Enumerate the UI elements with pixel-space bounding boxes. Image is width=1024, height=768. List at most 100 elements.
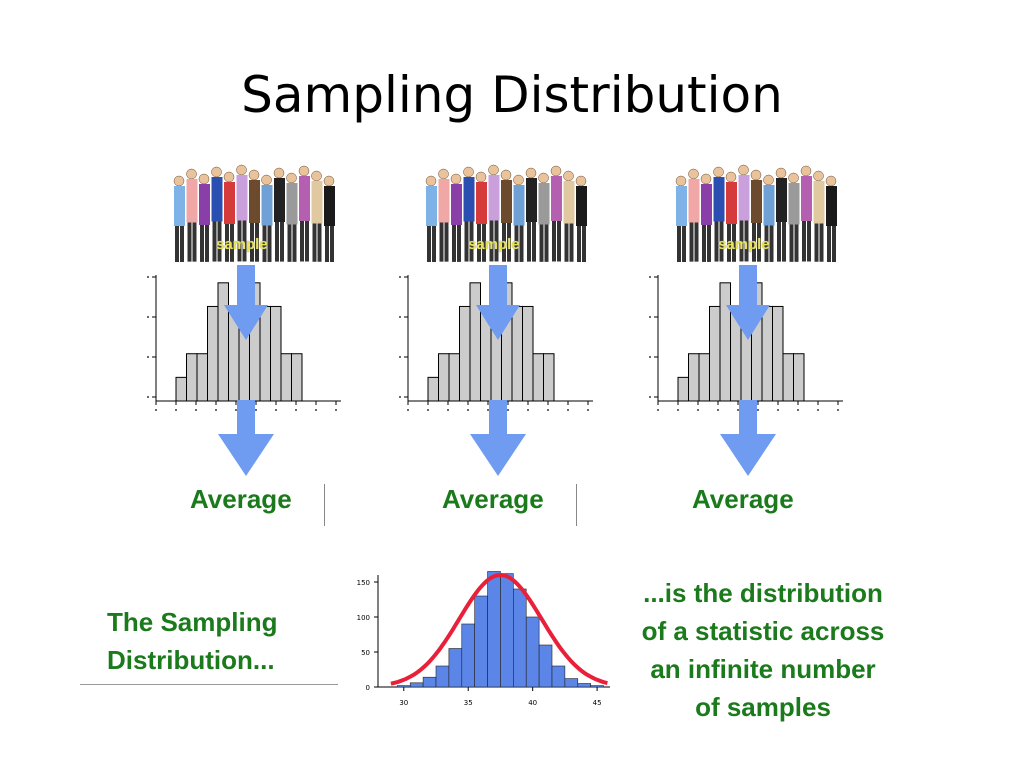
person-figure — [198, 173, 210, 262]
person-figure — [738, 164, 750, 262]
person-figure — [500, 169, 512, 262]
y-tick-mark — [147, 396, 149, 398]
person-figure — [675, 175, 687, 262]
dist-bar — [409, 682, 424, 688]
person-figure — [173, 175, 185, 262]
x-tick-label: 35 — [464, 699, 473, 707]
sample-histogram — [147, 265, 341, 411]
arrow-down-icon — [720, 400, 776, 476]
x-tick-mark — [587, 409, 589, 411]
x-tick-mark — [255, 409, 257, 411]
text-cursor-divider — [576, 484, 577, 526]
hist-bar — [448, 353, 460, 402]
x-tick-mark — [677, 409, 679, 411]
y-tick-mark — [649, 356, 651, 358]
hist-bar — [782, 353, 794, 402]
x-tick-mark — [215, 409, 217, 411]
dist-bar — [590, 685, 604, 688]
person-figure — [186, 168, 198, 262]
y-tick-mark — [147, 316, 149, 318]
arrow-down-icon — [476, 265, 520, 340]
person-figure — [813, 170, 825, 262]
x-tick-mark — [737, 409, 739, 411]
people-group-illustration — [173, 164, 335, 262]
x-tick-mark — [797, 409, 799, 411]
person-figure — [475, 171, 487, 262]
sampling-distribution-chart: 0 50 100 150 30 35 40 45 — [357, 571, 610, 707]
dist-bar — [397, 685, 411, 688]
x-tick-label: 45 — [593, 699, 602, 707]
person-figure — [425, 175, 437, 262]
person-figure — [488, 164, 500, 262]
x-tick-mark — [717, 409, 719, 411]
hist-bar — [543, 353, 555, 402]
person-figure — [438, 168, 450, 262]
dist-bar — [513, 588, 527, 688]
person-figure — [688, 168, 700, 262]
sample-label: sample — [718, 236, 770, 253]
person-figure — [513, 174, 525, 262]
hist-bar — [217, 282, 229, 402]
y-tick-label: 150 — [357, 579, 370, 587]
hist-bar — [772, 305, 784, 402]
x-tick-mark — [195, 409, 197, 411]
divider — [80, 684, 338, 685]
y-tick-mark — [147, 276, 149, 278]
hist-bar — [280, 353, 292, 402]
people-group-illustration — [425, 164, 587, 262]
dist-bar — [487, 571, 501, 688]
arrow-down-icon — [726, 265, 770, 340]
average-label: Average — [442, 484, 544, 514]
definition-line: of samples — [695, 692, 831, 722]
x-tick-mark — [777, 409, 779, 411]
hist-bar — [469, 282, 481, 402]
sampling-label-line: Distribution... — [107, 645, 275, 675]
arrow-down-icon — [224, 265, 268, 340]
y-tick-mark — [399, 316, 401, 318]
y-tick-label: 0 — [366, 684, 370, 692]
hist-bar — [511, 305, 523, 402]
y-tick-mark — [649, 396, 651, 398]
person-figure — [525, 167, 537, 262]
person-figure — [775, 167, 787, 262]
dist-bar — [461, 623, 475, 688]
x-tick-mark — [547, 409, 549, 411]
x-tick-mark — [295, 409, 297, 411]
person-figure — [725, 171, 737, 262]
hist-bar — [532, 353, 544, 402]
x-tick-mark — [527, 409, 529, 411]
hist-bar — [719, 282, 731, 402]
x-tick-mark — [155, 409, 157, 411]
person-figure — [750, 169, 762, 262]
dist-bar — [474, 595, 488, 688]
average-label: Average — [692, 484, 794, 514]
dist-bar — [538, 644, 553, 688]
dist-bar — [577, 683, 591, 688]
y-tick-mark — [399, 276, 401, 278]
average-label: Average — [190, 484, 292, 514]
y-tick-label: 100 — [357, 614, 370, 622]
x-tick-mark — [275, 409, 277, 411]
normal-curve — [390, 573, 608, 686]
x-tick-label: 40 — [528, 699, 537, 707]
hist-bar — [688, 353, 700, 402]
person-figure — [575, 175, 587, 262]
dist-bar — [564, 678, 579, 688]
x-tick-mark — [487, 409, 489, 411]
people-group-illustration — [675, 164, 837, 262]
hist-bar — [207, 305, 219, 402]
y-tick-mark — [649, 276, 651, 278]
person-figure — [713, 166, 725, 262]
person-figure — [463, 166, 475, 262]
x-tick-mark — [757, 409, 759, 411]
person-figure — [763, 174, 775, 262]
sampling-distribution-label: The Sampling Distribution... — [107, 603, 277, 679]
hist-bar — [459, 305, 471, 402]
person-figure — [286, 172, 298, 262]
hist-bar — [270, 305, 282, 402]
hist-bar — [186, 353, 198, 402]
x-tick-mark — [315, 409, 317, 411]
definition-line: ...is the distribution — [643, 578, 883, 608]
person-figure — [563, 170, 575, 262]
person-figure — [700, 173, 712, 262]
